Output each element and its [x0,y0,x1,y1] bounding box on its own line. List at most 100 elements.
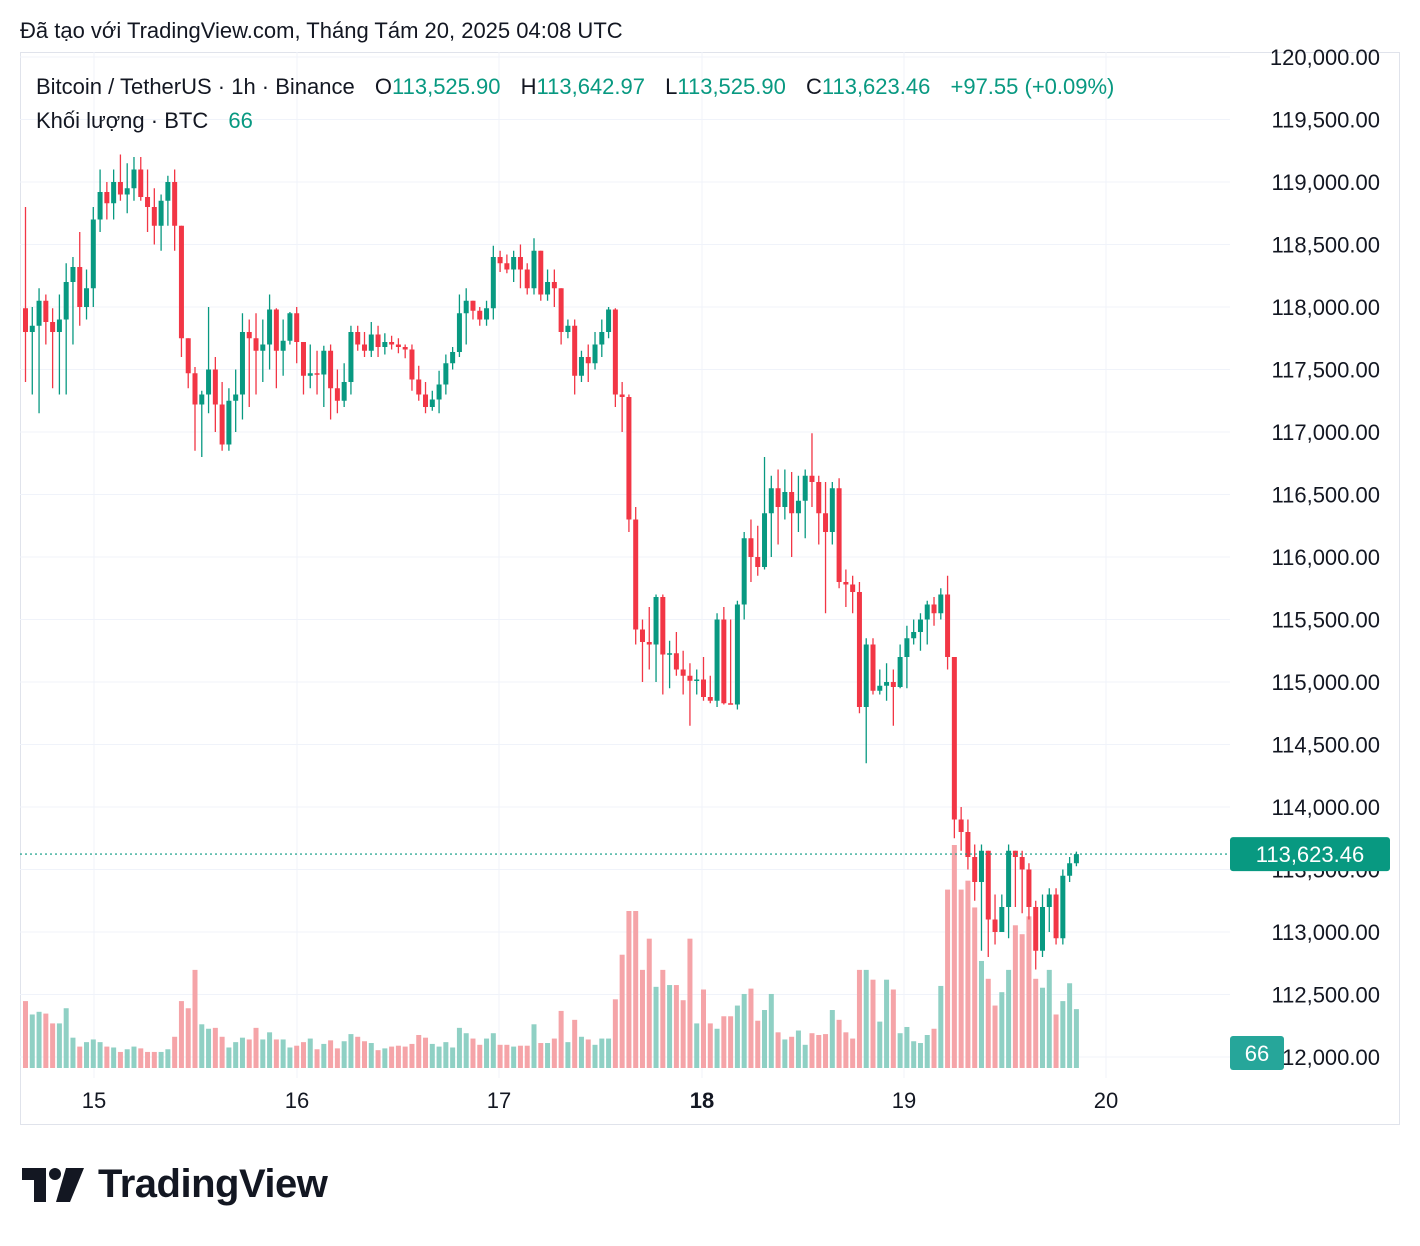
candle-body [904,638,910,657]
open-label: O [374,74,393,99]
candle-body [267,309,273,345]
volume-bar [545,1043,551,1068]
volume-bar [287,1047,293,1068]
volume-bar [762,1010,768,1068]
symbol-label[interactable]: Bitcoin / TetherUS · 1h · Binance [36,74,355,99]
volume-bar [219,1036,225,1068]
x-tick-label: 19 [892,1088,916,1113]
volume-bar [145,1051,151,1068]
y-tick-label: 112,500.00 [1272,983,1380,1008]
volume-bar [294,1045,300,1068]
x-tick-label: 18 [690,1088,714,1113]
candle-body [795,500,801,514]
volume-bar [1033,978,1039,1068]
candle-body [260,344,266,351]
volume-bar [212,1027,218,1068]
candle-body [1046,894,1052,907]
price-axis[interactable]: 120,000.00 119,500.00 119,000.00 118,500.00… [1270,45,1380,1070]
candle-body [50,322,56,332]
candle-body [619,394,625,397]
volume-bar [43,1013,49,1068]
volume-bar [843,1032,849,1068]
candle-body [877,685,883,691]
candle-body [667,653,673,655]
y-tick-label: 115,500.00 [1272,608,1380,633]
volume-bar [972,907,978,1068]
candle-body [29,325,35,332]
volume-bar [829,1010,835,1068]
candle-body [972,857,978,882]
candle-body [850,584,856,592]
candle-body [395,344,401,347]
candle-body [911,632,917,639]
volume-bar [816,1034,822,1068]
volume-bar [158,1051,164,1068]
candle-body [823,513,829,532]
candle-body [558,288,564,332]
candle-body [748,538,754,557]
candle-body [334,388,340,401]
candle-body [517,257,523,270]
candle-body [185,338,191,374]
volume-bar [50,1023,56,1068]
candle-body [694,679,700,681]
volume-bar [192,969,198,1068]
candle-body [151,207,157,226]
volume-bar [558,1010,564,1068]
candle-body [938,594,944,614]
candle-body [687,675,693,681]
volume-label[interactable]: Khối lượng · BTC [36,108,209,133]
candle-body [890,682,896,687]
candle-body [673,653,679,670]
volume-bar [612,999,618,1068]
volume-bar [606,1038,612,1068]
volume-bar [267,1032,273,1068]
candle-body [77,267,83,307]
volume-bar [517,1045,523,1068]
candle-body [314,373,320,375]
volume-bar [138,1048,144,1068]
candle-body [870,644,876,691]
candle-body [375,334,381,347]
volume-bar [1073,1009,1079,1068]
volume-value: 66 [228,108,253,133]
volume-bar [585,1039,591,1068]
volume-bar [429,1043,435,1068]
candle-body [524,269,530,289]
volume-bar [355,1036,361,1068]
volume-bar [945,889,951,1068]
volume-bar [450,1047,456,1068]
volume-bar [592,1044,598,1068]
volume-bar [497,1044,503,1068]
volume-bar [416,1034,422,1068]
x-tick-label: 16 [285,1088,309,1113]
volume-bar [321,1043,327,1068]
volume-bar [904,1026,910,1068]
volume-bar [802,1044,808,1068]
tradingview-logo[interactable]: TradingView [22,1162,328,1207]
volume-bar [63,1008,69,1068]
volume-bar [687,938,693,1068]
tradingview-logo-icon [22,1167,84,1202]
candle-body [551,282,557,289]
candle-body [246,332,252,339]
volume-bar [992,1005,998,1068]
candle-body [1067,863,1073,876]
time-axis[interactable]: 15 16 17 18 19 20 [82,1088,1118,1113]
volume-bar [965,880,971,1068]
volume-bar [253,1027,259,1068]
candle-body [138,169,144,197]
volume-bar [660,969,666,1068]
candle-body [436,384,442,400]
volume-bar [341,1041,347,1068]
y-tick-label: 112,000.00 [1272,1045,1380,1070]
y-tick-label: 118,000.00 [1272,295,1380,320]
volume-bar [809,1033,815,1068]
candle-body [280,340,286,351]
candle-body [606,309,612,332]
candle-body [768,488,774,514]
volume-bar [246,1039,252,1068]
volume-bar [728,1016,734,1068]
candle-body [707,697,713,701]
